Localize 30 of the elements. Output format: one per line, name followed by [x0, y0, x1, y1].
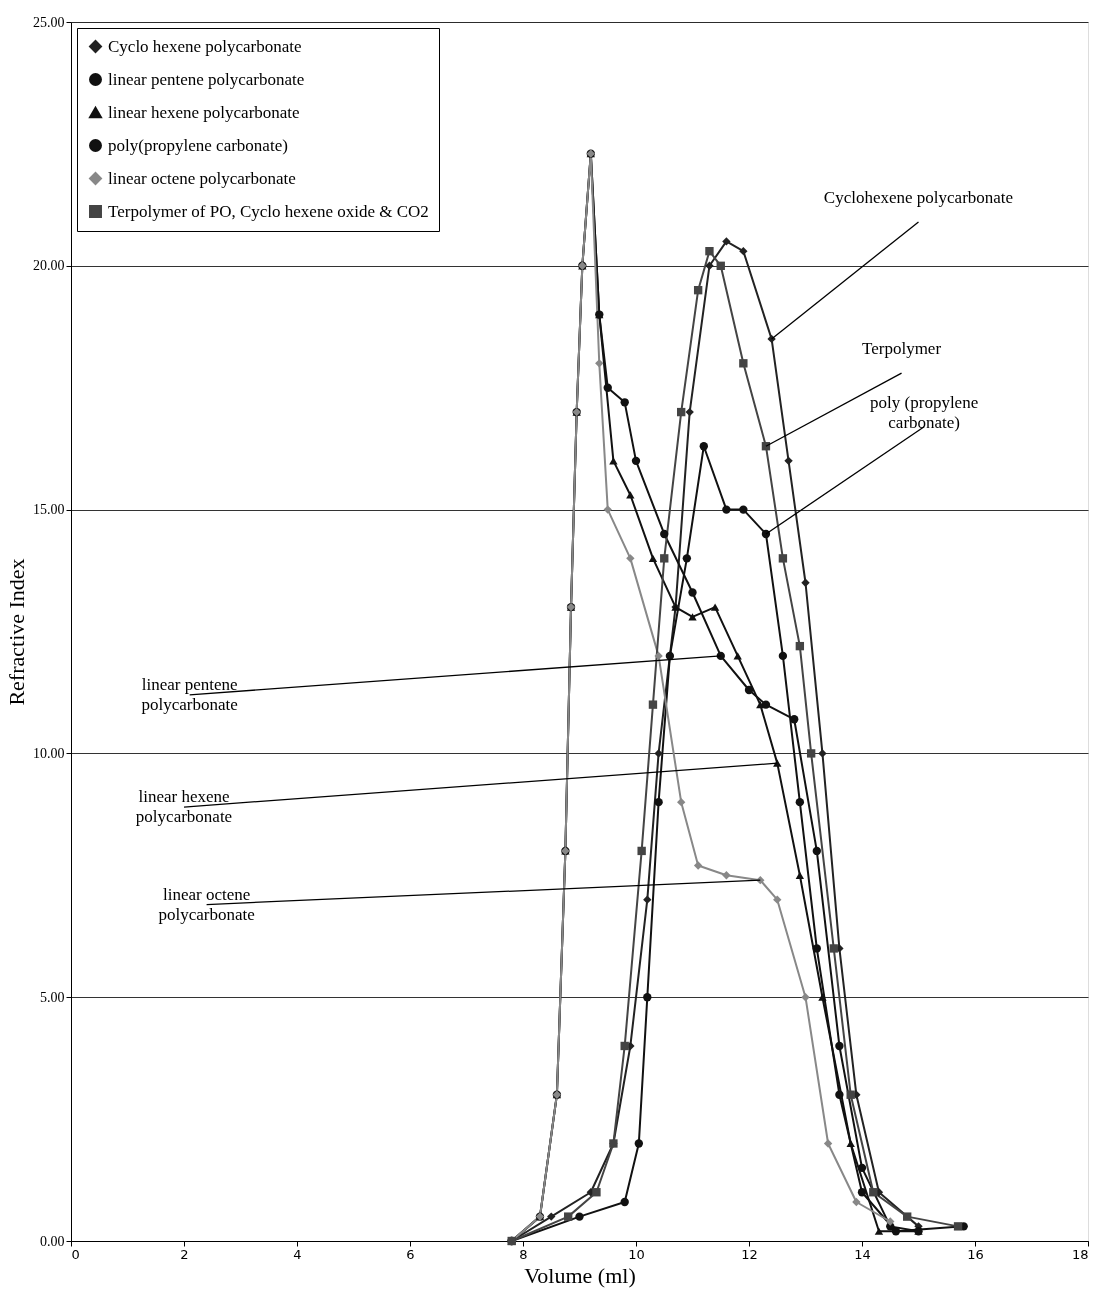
x-tick-label: 16	[967, 1246, 984, 1262]
x-tick-label: 4	[293, 1246, 302, 1262]
y-axis-title: Refractive Index	[4, 558, 29, 706]
y-tick-label: 20.00	[33, 258, 65, 274]
legend-label: poly(propylene carbonate)	[108, 135, 288, 155]
annotation: Cyclohexene polycarbonate	[823, 187, 1014, 207]
annotation: Terpolymer	[862, 339, 942, 359]
x-axis-title: Volume (ml)	[524, 1262, 636, 1288]
legend-label: linear hexene polycarbonate	[108, 102, 300, 122]
y-tick-label: 5.00	[40, 989, 65, 1005]
y-tick-label: 25.00	[33, 14, 65, 30]
x-tick-label: 6	[406, 1246, 415, 1262]
x-tick-label: 2	[180, 1246, 189, 1262]
y-tick-label: 10.00	[33, 745, 65, 761]
annotation: poly (propylene carbonate)	[870, 392, 979, 432]
y-tick-label: 0.00	[40, 1233, 65, 1249]
annotation: linear hexene polycarbonate	[135, 787, 233, 827]
x-tick-label: 14	[854, 1246, 871, 1262]
annotation: linear octene polycarbonate	[158, 884, 255, 924]
y-tick-label: 15.00	[33, 502, 65, 518]
x-tick-label: 18	[1071, 1246, 1089, 1262]
annotation: linear pentene polycarbonate	[141, 674, 238, 714]
x-tick-label: 0	[71, 1246, 80, 1262]
x-tick-label: 10	[628, 1246, 645, 1262]
x-tick-label: 12	[741, 1246, 758, 1262]
legend-label: Cyclo hexene polycarbonate	[108, 36, 302, 56]
legend-label: linear octene polycarbonate	[108, 168, 296, 188]
legend-label: Terpolymer of PO, Cyclo hexene oxide & CO2	[108, 201, 429, 221]
legend-label: linear pentene polycarbonate	[108, 69, 305, 89]
x-tick-label: 8	[519, 1246, 528, 1262]
